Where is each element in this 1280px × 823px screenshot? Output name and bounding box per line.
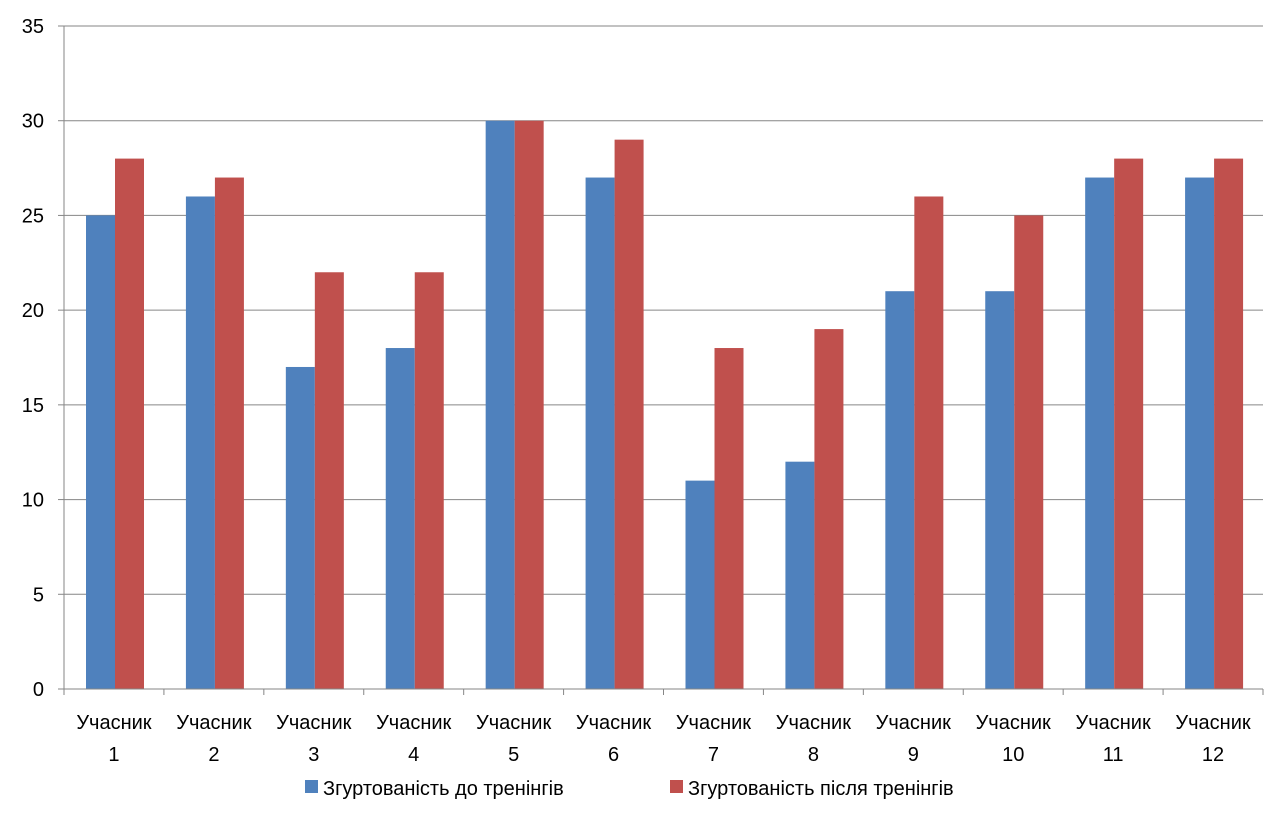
bar-series-1 xyxy=(385,348,415,689)
x-tick-label: Учасник 7 xyxy=(676,712,751,766)
y-axis-ticks: 0 5 10 15 20 25 30 35 xyxy=(22,16,64,701)
x-axis-ticks: Учасник 1 Учасник 2 Учасник 3 Учасник 4 Учасник 5… xyxy=(63,689,1264,766)
bar-series-2 xyxy=(814,329,844,689)
bar-series-2 xyxy=(1214,158,1244,690)
x-tick-label: Учасник 11 xyxy=(1076,712,1151,766)
y-tick-label: 25 xyxy=(22,205,44,227)
legend-label: Згуртованість після тренінгів xyxy=(688,778,954,800)
y-tick-label: 5 xyxy=(33,584,44,606)
bar-series-2 xyxy=(414,272,444,689)
x-tick-label: Учасник 2 xyxy=(176,712,251,766)
legend: Згуртованість до тренінгів Згуртованість … xyxy=(305,778,954,800)
gridlines xyxy=(64,25,1263,595)
bar-series-1 xyxy=(1085,177,1115,690)
legend-swatch xyxy=(670,780,683,793)
bar-series-1 xyxy=(1185,177,1215,690)
y-tick-label: 35 xyxy=(22,16,44,38)
bar-series-2 xyxy=(214,177,244,690)
bar-series-1 xyxy=(285,366,315,689)
x-tick-label: Учасник 3 xyxy=(276,712,351,766)
bar-series-1 xyxy=(185,196,215,689)
bar-series-1 xyxy=(86,215,115,689)
bar-series-2 xyxy=(1014,215,1044,689)
bar-series-1 xyxy=(985,291,1015,689)
bar-series-1 xyxy=(685,480,715,689)
bar-series-1 xyxy=(485,120,515,689)
bar-series-2 xyxy=(614,139,644,689)
x-tick-label: Учасник 9 xyxy=(876,712,951,766)
bar-series-1 xyxy=(585,177,615,690)
bar-series-2 xyxy=(714,348,744,689)
x-tick-label: Учасник 6 xyxy=(576,712,651,766)
bar-series-1 xyxy=(785,461,815,689)
bar-series-2 xyxy=(514,120,544,689)
legend-item: Згуртованість після тренінгів xyxy=(670,778,954,800)
y-tick-label: 30 xyxy=(22,111,44,133)
bar-series-1 xyxy=(885,291,915,689)
x-tick-label: Учасник 10 xyxy=(976,712,1051,766)
x-tick-label: Учасник 12 xyxy=(1175,712,1250,766)
y-tick-label: 10 xyxy=(22,490,44,512)
bar-series-2 xyxy=(115,158,144,690)
y-tick-label: 0 xyxy=(33,679,44,701)
legend-swatch xyxy=(305,780,318,793)
x-tick-label: Учасник 5 xyxy=(476,712,551,766)
x-tick-label: Учасник 1 xyxy=(76,712,151,766)
bar-series-2 xyxy=(314,272,344,689)
bars xyxy=(86,120,1244,690)
y-tick-label: 15 xyxy=(22,395,44,417)
x-tick-label: Учасник 4 xyxy=(376,712,451,766)
bar-series-2 xyxy=(914,196,944,689)
y-tick-label: 20 xyxy=(22,300,44,322)
legend-item: Згуртованість до тренінгів xyxy=(305,778,564,800)
x-tick-label: Учасник 8 xyxy=(776,712,851,766)
bar-series-2 xyxy=(1114,158,1144,690)
legend-label: Згуртованість до тренінгів xyxy=(323,778,564,800)
